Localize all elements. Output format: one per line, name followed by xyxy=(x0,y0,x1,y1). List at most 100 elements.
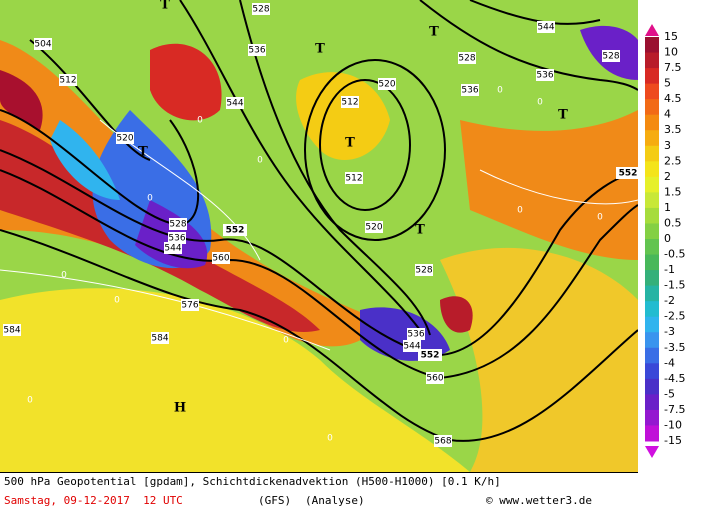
label-box xyxy=(252,3,270,15)
zero-label: 0 xyxy=(147,194,153,204)
legend-tick-label: 0.5 xyxy=(664,216,682,229)
legend-tick-label: 3 xyxy=(664,139,671,152)
contour-label: 528 xyxy=(458,54,475,64)
contour-label: 512 xyxy=(345,174,362,184)
contour-label: 520 xyxy=(365,223,382,233)
legend-tick-label: -10 xyxy=(664,418,682,431)
field-area xyxy=(460,110,638,260)
field-area xyxy=(0,40,380,347)
legend-tick-label: -2.5 xyxy=(664,310,685,323)
label-box xyxy=(226,97,244,109)
legend-tick-label: -3.5 xyxy=(664,341,685,354)
legend-swatch xyxy=(645,114,659,131)
contour-label: 520 xyxy=(378,80,395,90)
legend-swatch xyxy=(645,192,659,209)
legend-swatch xyxy=(645,270,659,287)
zero-label: 0 xyxy=(327,434,333,444)
label-box xyxy=(537,21,555,33)
contour-label: 584 xyxy=(151,334,168,344)
label-box xyxy=(169,218,187,230)
legend-swatch xyxy=(645,145,659,162)
legend-arrow-top xyxy=(645,24,659,36)
legend-swatch xyxy=(645,37,659,54)
field-area xyxy=(0,288,470,472)
label-box xyxy=(458,52,476,64)
label-box xyxy=(461,84,479,96)
label-box xyxy=(223,224,247,236)
field-area xyxy=(150,43,222,121)
contour-label: 528 xyxy=(169,220,186,230)
contour-label: 560 xyxy=(426,374,443,384)
pressure-marker: T xyxy=(315,42,325,57)
contour-label: 512 xyxy=(341,98,358,108)
legend-swatch xyxy=(645,285,659,302)
legend-swatch xyxy=(645,332,659,349)
legend-tick-label: -1 xyxy=(664,263,675,276)
legend-tick-label: 10 xyxy=(664,46,678,59)
zero-label: 0 xyxy=(283,336,289,346)
legend-tick-label: 1 xyxy=(664,201,671,214)
footer-model: (GFS) xyxy=(258,494,292,507)
footer-date: Samstag, 09-12-2017 12 UTC xyxy=(4,494,183,507)
contour-label: 520 xyxy=(116,134,133,144)
zero-label: 0 xyxy=(517,206,523,216)
contour-label: 544 xyxy=(164,244,181,254)
contour-label: 560 xyxy=(212,254,229,264)
legend-swatch xyxy=(645,409,659,426)
footer-run: (Analyse) xyxy=(305,494,365,507)
legend-tick-label: -4 xyxy=(664,356,675,369)
pressure-marker: T xyxy=(138,145,148,160)
legend-swatch xyxy=(645,176,659,193)
footer-credit: © www.wetter3.de xyxy=(486,494,592,507)
label-box xyxy=(378,78,396,90)
contour-label: 544 xyxy=(226,99,243,109)
label-box xyxy=(345,172,363,184)
label-box xyxy=(602,50,620,62)
label-box xyxy=(248,44,266,56)
pressure-marker: T xyxy=(429,25,439,40)
zero-label: 0 xyxy=(537,98,543,108)
contour-label: 528 xyxy=(602,52,619,62)
legend-tick-label: 2.5 xyxy=(664,154,682,167)
legend-tick-label: -3 xyxy=(664,325,675,338)
label-box xyxy=(34,38,52,50)
legend-tick-label: 0 xyxy=(664,232,671,245)
pressure-marker: T xyxy=(345,136,355,151)
legend-tick-label: 4.5 xyxy=(664,92,682,105)
legend-swatch xyxy=(645,130,659,147)
pressure-marker: H xyxy=(174,401,186,416)
contour-label: 504 xyxy=(34,40,51,50)
legend-tick-label: 5 xyxy=(664,77,671,90)
contour-label: 568 xyxy=(434,437,451,447)
label-box xyxy=(407,328,425,340)
legend-tick-label: 7.5 xyxy=(664,61,682,74)
field-area xyxy=(360,307,450,361)
contour-label: 552 xyxy=(619,169,638,179)
legend-swatch xyxy=(645,254,659,271)
field-area xyxy=(440,247,638,472)
label-box xyxy=(168,232,186,244)
legend-swatch xyxy=(645,378,659,395)
contour-label: 536 xyxy=(407,330,424,340)
contour-label: 528 xyxy=(252,5,269,15)
footer-rule xyxy=(0,472,638,473)
legend-tick-label: -0.5 xyxy=(664,248,685,261)
contour-label: 584 xyxy=(3,326,20,336)
zero-label: 0 xyxy=(257,156,263,166)
label-box xyxy=(536,69,554,81)
label-box xyxy=(3,324,21,336)
contour-label: 544 xyxy=(403,342,420,352)
legend-swatch xyxy=(645,83,659,100)
legend-swatch xyxy=(645,68,659,85)
pressure-marker: T xyxy=(415,223,425,238)
legend-arrow-bottom xyxy=(645,446,659,458)
legend-tick-label: -4.5 xyxy=(664,372,685,385)
contour-label: 536 xyxy=(248,46,265,56)
label-box xyxy=(415,264,433,276)
contour-label: 512 xyxy=(59,76,76,86)
label-box xyxy=(164,242,182,254)
label-box xyxy=(116,132,134,144)
legend-swatch xyxy=(645,301,659,318)
zero-label: 0 xyxy=(27,396,33,406)
